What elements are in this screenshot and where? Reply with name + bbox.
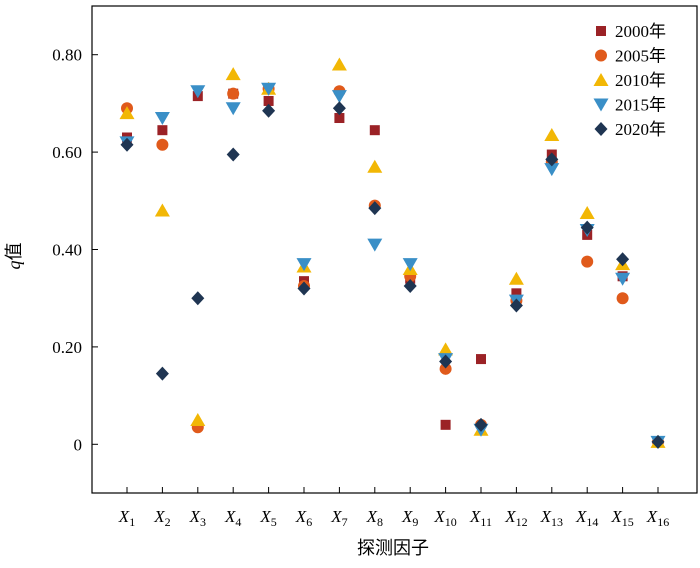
data-point-triangle-down [402,258,418,272]
data-point-circle [156,138,169,151]
data-point-square [334,113,345,124]
data-point-circle [227,87,240,100]
x-tick-label: X14 [575,507,598,529]
legend-label: 2000年 [615,22,666,41]
data-point-triangle-down [154,112,170,126]
x-tick-label: X7 [330,507,347,529]
x-tick-label: X13 [540,507,563,529]
data-point-diamond [368,201,382,216]
legend-marker-circle [595,49,607,62]
data-point-diamond [545,152,559,167]
data-point-diamond [262,103,276,118]
data-point-diamond [616,252,630,267]
y-tick-label: 0 [74,435,83,454]
y-axis-title-var: q [4,261,24,270]
legend-marker-triangle-up [593,73,609,86]
x-tick-label: X12 [504,507,527,529]
data-point-triangle-down [261,82,277,96]
x-tick-label: X2 [153,507,170,529]
legend-marker-triangle-down [593,98,609,112]
legend-marker-square [596,26,606,36]
data-point-square [157,125,168,136]
data-point-diamond [651,434,665,449]
data-point-triangle-up [190,412,206,426]
x-tick-label: X4 [224,507,241,529]
data-point-diamond [580,220,594,235]
data-point-square [440,419,451,430]
data-point-diamond [332,101,346,116]
x-tick-label: X3 [189,507,206,529]
legend-label: 2005年 [615,47,666,66]
data-point-diamond [509,298,523,313]
data-point-circle [616,292,629,305]
data-point-diamond [439,354,453,369]
data-point-square [263,95,274,106]
data-point-triangle-up [508,271,524,285]
y-axis-title-suffix: 值 [4,243,24,261]
data-point-triangle-down [296,258,312,272]
x-tick-label: X9 [401,507,418,529]
data-point-diamond [155,366,169,381]
data-point-circle [581,255,594,268]
data-point-triangle-up [438,342,454,356]
x-axis-title: 探测因子 [357,538,429,558]
legend-label: 2020年 [615,120,666,139]
y-tick-label: 0.80 [52,46,82,65]
legend-marker-diamond [594,122,608,136]
data-point-triangle-down [544,163,560,177]
data-point-triangle-up [154,203,170,217]
data-point-triangle-down [190,85,206,99]
x-tick-label: X10 [433,507,456,529]
marks-layer [119,57,666,449]
data-point-triangle-up [225,67,241,81]
y-tick-label: 0.60 [52,143,82,162]
data-point-triangle-up [544,128,560,142]
data-point-diamond [191,291,205,306]
x-tick-label: X16 [646,507,669,529]
data-point-diamond [297,281,311,296]
data-point-triangle-up [367,159,383,173]
data-point-diamond [226,147,240,162]
legend: 2000年 2005年 2010年 2015年 2020年 [593,22,666,139]
data-point-triangle-down [367,238,383,252]
y-tick-label: 0.20 [52,338,82,357]
data-point-diamond [403,279,417,294]
x-tick-label: X8 [366,507,383,529]
data-point-triangle-down [615,272,631,286]
data-point-triangle-down [331,90,347,104]
y-axis-title: q值 [4,243,24,270]
data-point-square [369,125,380,136]
plot-layer: 0.80 0.60 0.40 0.20 0 X1 X2 X3 X4 X5 X6 X7 X8 X9 X10 X1… [52,5,698,529]
x-tick-label: X5 [259,507,276,529]
x-tick-label: X11 [469,507,492,529]
legend-label: 2010年 [615,71,666,90]
data-point-triangle-down [225,102,241,116]
data-point-square [511,288,522,299]
data-point-circle [439,362,452,375]
x-tick-label: X1 [118,507,135,529]
data-point-diamond [120,137,134,152]
data-point-square [476,354,486,365]
y-tick-label: 0.40 [52,241,82,260]
data-point-triangle-up [119,106,135,120]
data-point-diamond [474,417,488,432]
legend-label: 2015年 [615,96,666,115]
x-tick-label: X15 [610,507,633,529]
data-point-triangle-up [331,57,347,71]
data-point-triangle-up [579,205,595,219]
x-tick-label: X6 [295,507,312,529]
